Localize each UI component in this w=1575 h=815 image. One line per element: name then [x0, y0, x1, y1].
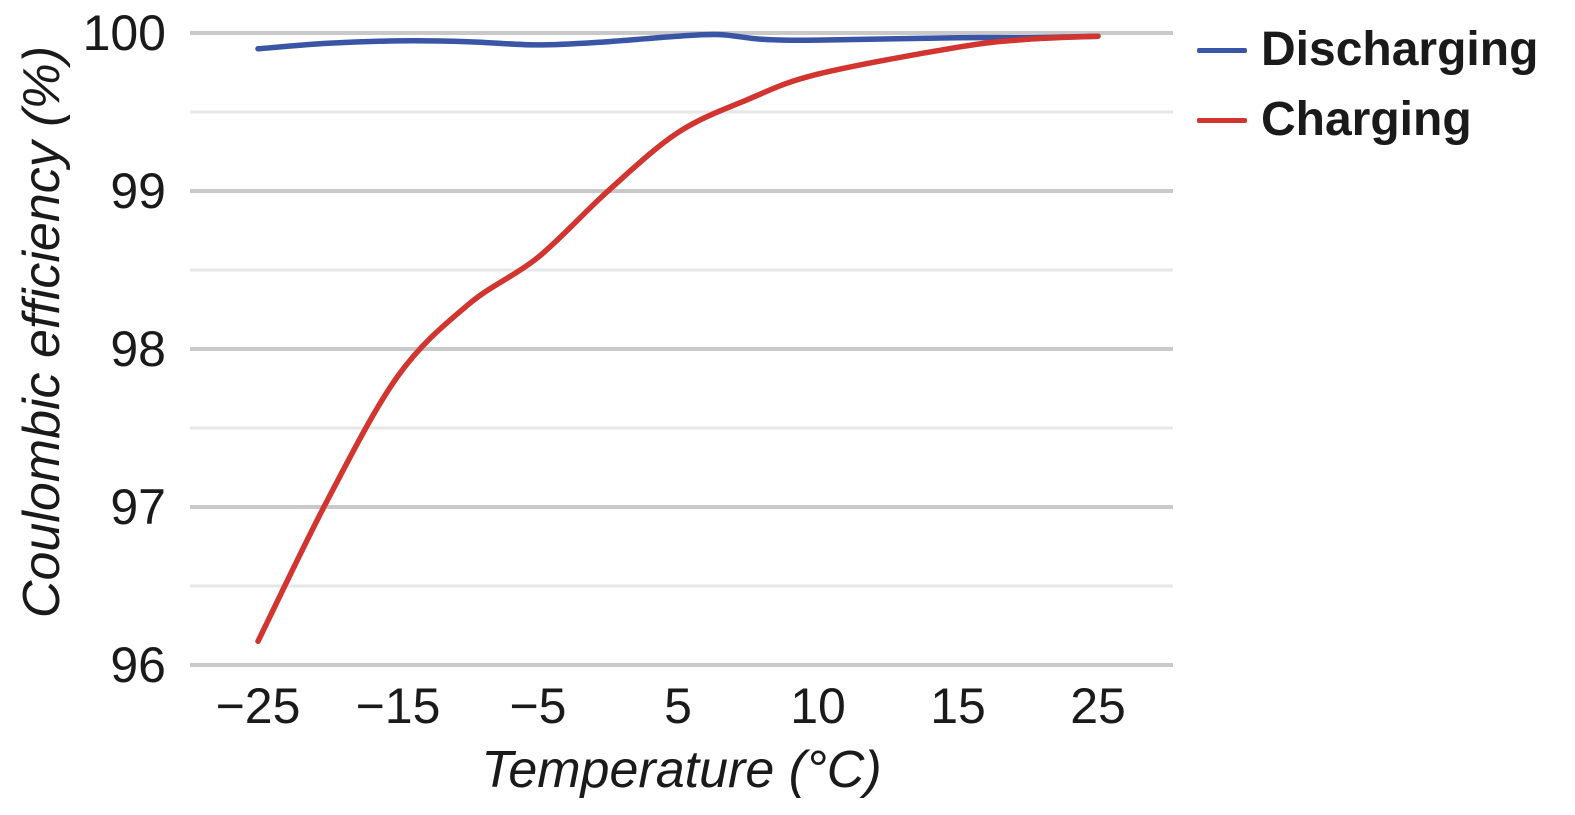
y-tick-label: 99: [110, 163, 166, 219]
y-axis-title: Coulombic efficiency (%): [13, 45, 71, 619]
legend-label-discharging: Discharging: [1261, 23, 1539, 76]
discharging-line-swatch: [1197, 47, 1247, 53]
legend-entry-discharging: Discharging: [1197, 22, 1538, 78]
x-tick-label: 25: [1070, 678, 1126, 734]
x-axis-title: Temperature (°C): [481, 741, 882, 799]
x-tick-label: 10: [790, 678, 846, 734]
y-tick-label: 97: [110, 479, 166, 535]
x-tick-label: −25: [215, 678, 301, 734]
y-tick-label: 96: [110, 637, 166, 693]
x-tick-label: 5: [664, 678, 692, 734]
x-tick-label: −5: [509, 678, 567, 734]
series-line-discharging: [255, 31, 1101, 52]
legend-entry-charging: Charging: [1197, 92, 1472, 148]
x-tick-label: −15: [355, 678, 441, 734]
series-line-charging: [255, 33, 1101, 645]
legend-label-charging: Charging: [1261, 93, 1472, 146]
y-tick-label: 100: [82, 5, 166, 61]
y-tick-label: 98: [110, 321, 166, 377]
charging-line-swatch: [1197, 117, 1247, 123]
x-tick-label: 15: [930, 678, 986, 734]
